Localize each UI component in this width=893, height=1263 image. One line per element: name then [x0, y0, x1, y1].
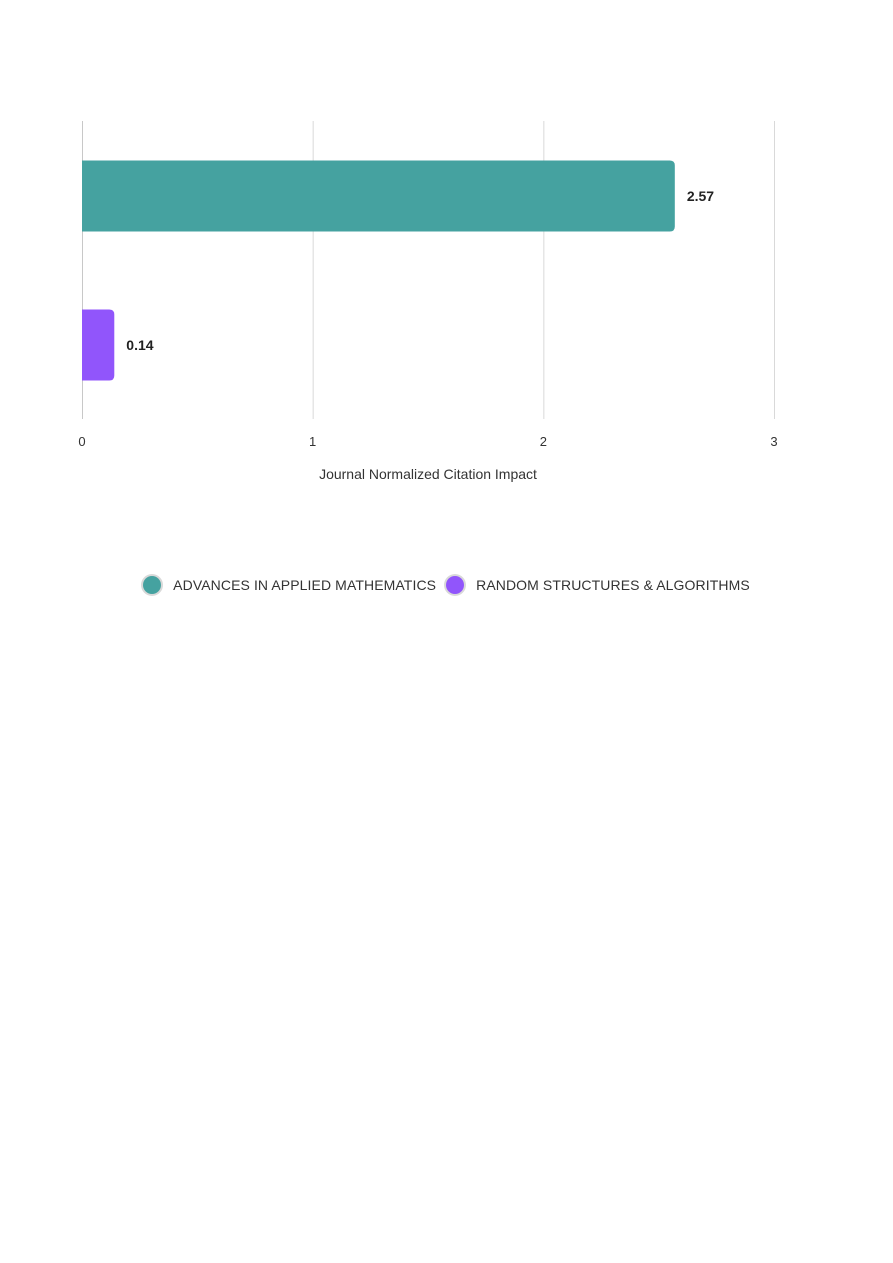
- x-tick-label: 1: [309, 434, 316, 449]
- chart-plot: 2.57 0.14 0 1 2 3 Journal Normalized Citatio…: [78, 121, 778, 482]
- x-axis-ticks: 0 1 2 3: [78, 434, 777, 449]
- x-tick-label: 0: [78, 434, 85, 449]
- x-tick-label: 3: [770, 434, 777, 449]
- legend-item-random-structures-algorithms[interactable]: RANDOM STRUCTURES & ALGORITHMS: [446, 576, 750, 594]
- bars: 2.57 0.14: [82, 160, 714, 381]
- legend-label: RANDOM STRUCTURES & ALGORITHMS: [476, 577, 750, 593]
- bar[interactable]: [82, 160, 675, 232]
- bar-value-label: 0.14: [126, 337, 153, 353]
- legend-swatch-icon: [143, 576, 162, 594]
- legend-item-advances-in-applied-mathematics[interactable]: ADVANCES IN APPLIED MATHEMATICS: [143, 576, 436, 594]
- legend-label: ADVANCES IN APPLIED MATHEMATICS: [173, 577, 437, 593]
- x-axis-title: Journal Normalized Citation Impact: [319, 466, 537, 482]
- x-tick-label: 2: [540, 434, 547, 449]
- legend-swatch-icon: [446, 576, 465, 594]
- bar[interactable]: [82, 309, 115, 381]
- legend: ADVANCES IN APPLIED MATHEMATICS RANDOM S…: [0, 576, 893, 594]
- bar-value-label: 2.57: [687, 188, 714, 204]
